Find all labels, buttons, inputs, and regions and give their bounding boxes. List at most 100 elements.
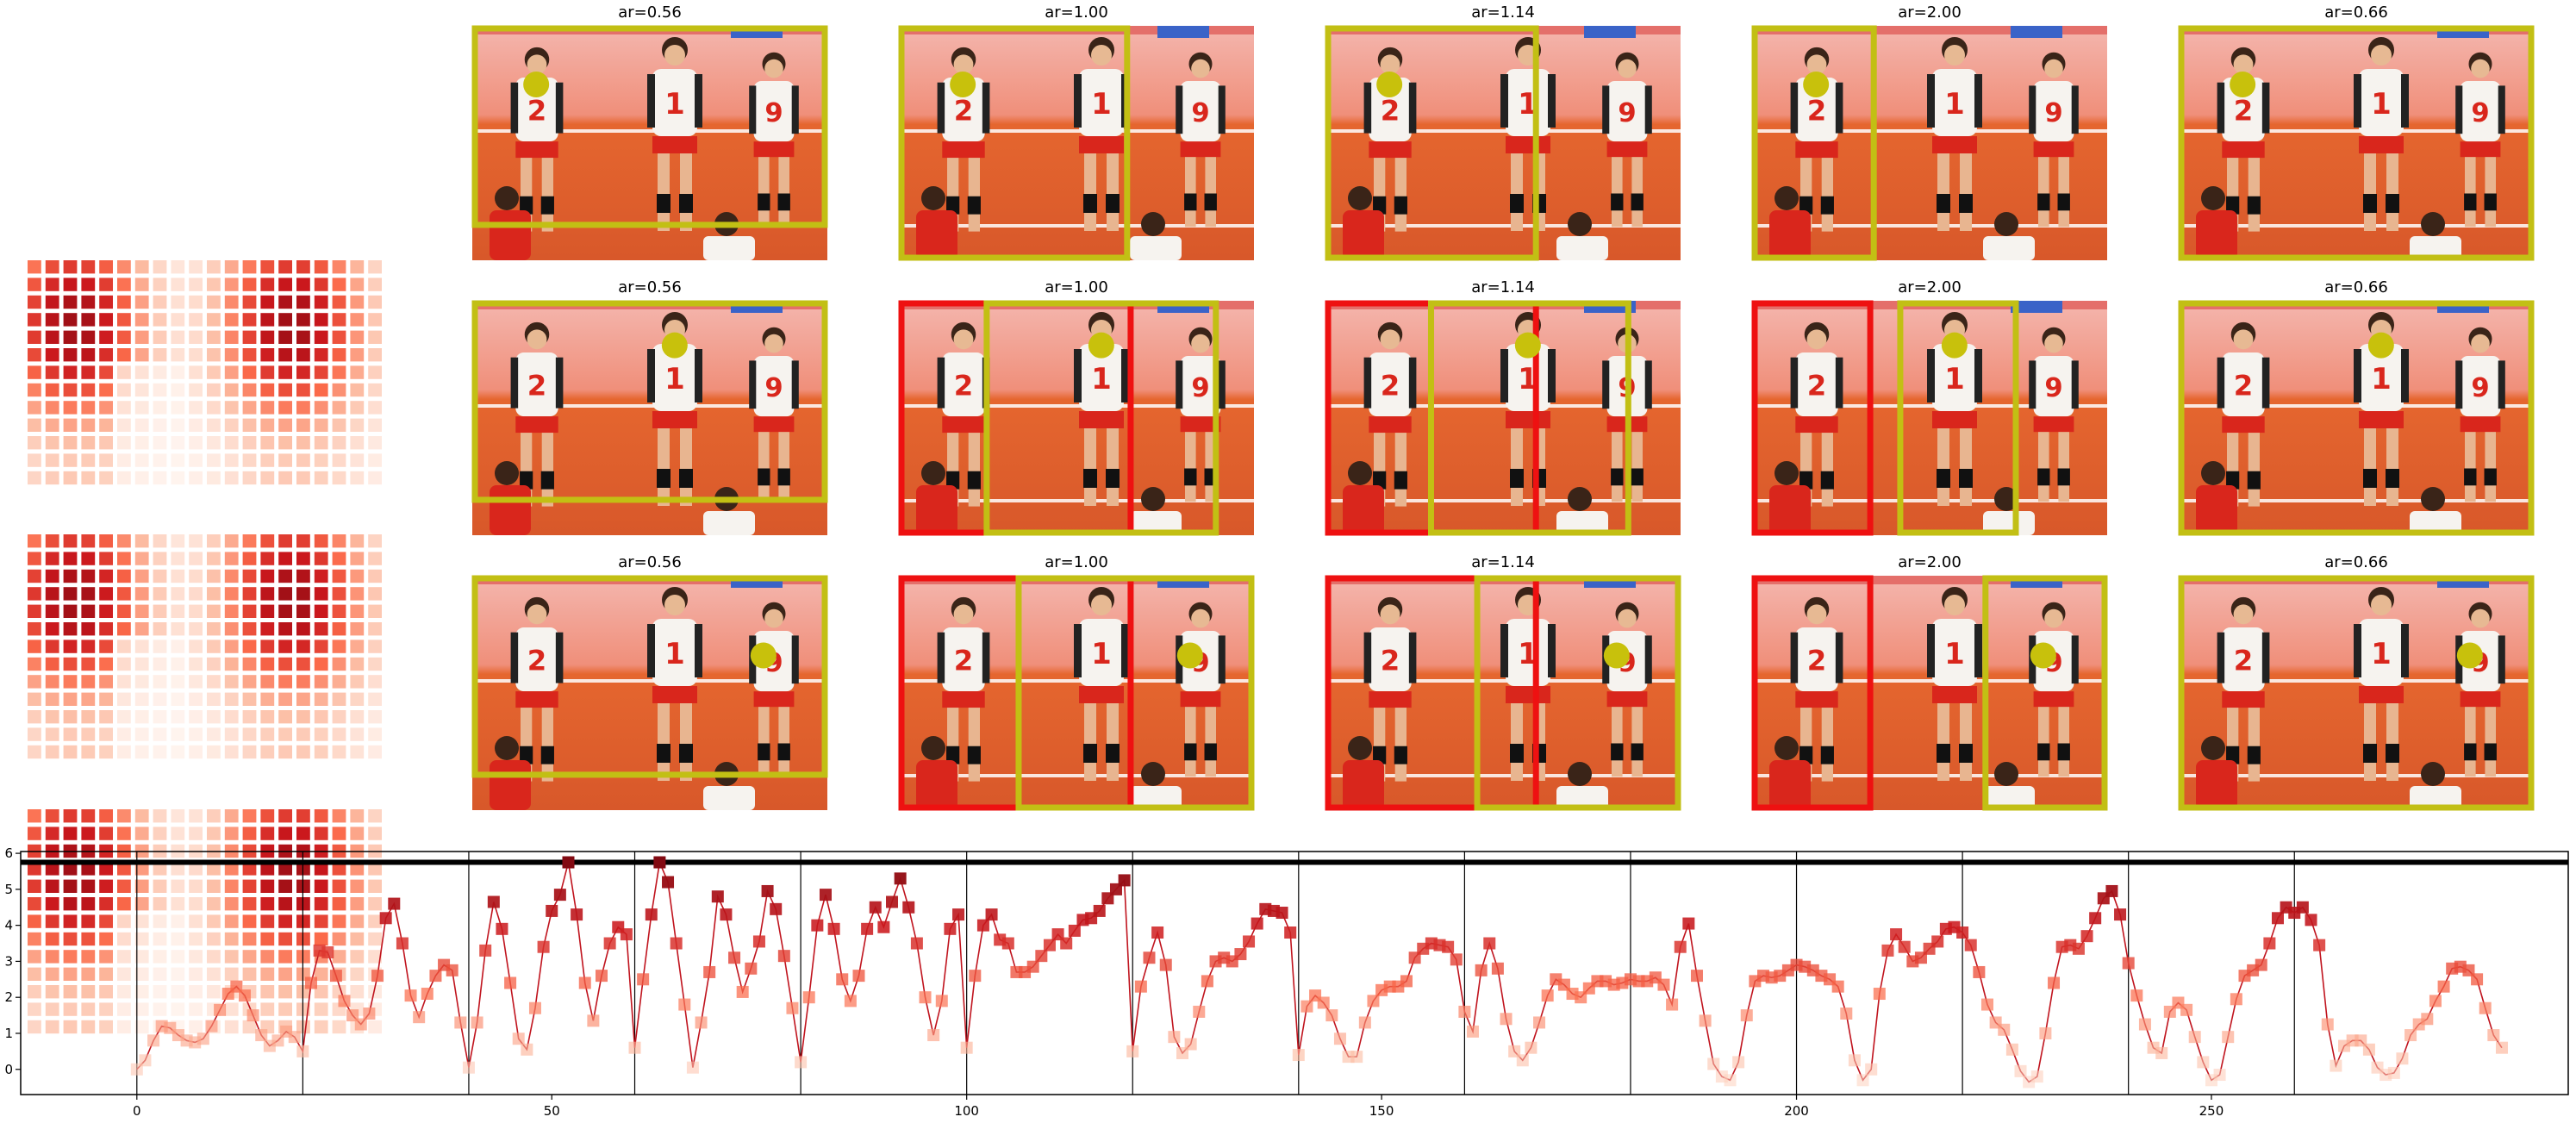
heatmap-cell bbox=[99, 622, 113, 636]
heatmap-cell bbox=[278, 914, 292, 928]
heatmap-cell bbox=[153, 295, 167, 309]
heatmap-cell bbox=[63, 985, 78, 999]
data-point bbox=[2230, 993, 2242, 1006]
data-point bbox=[388, 897, 401, 910]
heatmap-cell bbox=[278, 604, 292, 618]
heatmap-cell bbox=[153, 418, 167, 432]
heatmap-cell bbox=[314, 418, 328, 432]
data-point bbox=[1043, 939, 1056, 951]
heatmap-cell bbox=[350, 692, 365, 706]
data-point bbox=[2155, 1046, 2168, 1059]
jersey-number: 9 bbox=[2471, 373, 2489, 403]
data-point bbox=[902, 901, 915, 914]
heatmap-cell bbox=[278, 745, 292, 759]
heatmap-cell bbox=[153, 330, 167, 344]
heatmap-cell bbox=[350, 295, 365, 309]
crop-panel-r2-c4: 2 1 9 bbox=[1751, 300, 2107, 536]
data-point bbox=[1350, 1051, 1363, 1064]
heatmap-cell bbox=[207, 914, 221, 928]
heatmap-cell bbox=[332, 675, 346, 689]
y-tick-label: 3 bbox=[4, 953, 13, 969]
heatmap-cell bbox=[242, 914, 257, 928]
heatmap-cell bbox=[153, 622, 167, 636]
heatmap-cell bbox=[296, 604, 310, 618]
y-tick-label: 0 bbox=[4, 1062, 13, 1077]
heatmap-cell bbox=[350, 313, 365, 327]
heatmap-cell bbox=[117, 967, 131, 981]
heatmap-cell bbox=[224, 295, 239, 309]
heatmap-cell bbox=[296, 745, 310, 759]
data-point bbox=[1541, 989, 1554, 1002]
heatmap-cell bbox=[171, 534, 185, 548]
heatmap-cell bbox=[99, 932, 113, 946]
heatmap-cell bbox=[260, 710, 275, 724]
heatmap-cell bbox=[45, 932, 59, 946]
heatmap-cell bbox=[314, 471, 328, 485]
heatmap-cell bbox=[278, 1002, 292, 1016]
heatmap-cell bbox=[314, 365, 328, 379]
heatmap-cell bbox=[242, 453, 257, 467]
y-tick-label: 1 bbox=[4, 1026, 13, 1041]
heatmap-cell bbox=[332, 692, 346, 706]
heatmap-cell bbox=[63, 710, 78, 724]
heatmap-cell bbox=[189, 418, 203, 432]
heatmap-cell bbox=[332, 418, 346, 432]
data-point bbox=[1666, 998, 1679, 1011]
heatmap-cell bbox=[242, 552, 257, 565]
heatmap-cell bbox=[99, 692, 113, 706]
x-tick-label: 200 bbox=[1784, 1103, 1809, 1119]
heatmap-cell bbox=[99, 879, 113, 893]
data-point bbox=[1201, 975, 1213, 988]
heatmap-cell bbox=[153, 727, 167, 741]
heatmap-cell bbox=[99, 675, 113, 689]
crop-panel-r1-c1: 2 1 9 bbox=[471, 25, 828, 260]
heatmap-cell bbox=[296, 622, 310, 636]
heatmap-cell bbox=[134, 569, 149, 583]
heatmap-cell bbox=[63, 295, 78, 309]
heatmap-cell bbox=[224, 914, 239, 928]
heatmap-cell bbox=[28, 692, 41, 706]
jersey-number: 9 bbox=[1191, 373, 1209, 403]
heatmap-cell bbox=[368, 727, 382, 741]
heatmap-cell bbox=[207, 827, 221, 840]
heatmap-cell bbox=[189, 587, 203, 601]
y-tick-label: 4 bbox=[4, 918, 13, 933]
heatmap-cell bbox=[314, 862, 328, 876]
heatmap-cell bbox=[45, 313, 59, 327]
heatmap-cell bbox=[153, 471, 167, 485]
heatmap-cell bbox=[350, 260, 365, 274]
jersey-number: 2 bbox=[1381, 94, 1400, 127]
heatmap-cell bbox=[242, 436, 257, 450]
heatmap-cell bbox=[117, 295, 131, 309]
focus-point-marker bbox=[950, 72, 976, 97]
data-point bbox=[1516, 1054, 1529, 1067]
heatmap-cell bbox=[117, 260, 131, 274]
heatmap-cell bbox=[81, 330, 96, 344]
heatmap-cell bbox=[368, 604, 382, 618]
heatmap-cell bbox=[189, 436, 203, 450]
heatmap-cell bbox=[117, 932, 131, 946]
heatmap-cell bbox=[28, 932, 41, 946]
heatmap-cell bbox=[189, 862, 203, 876]
data-point bbox=[1442, 940, 1455, 953]
heatmap-cell bbox=[81, 569, 96, 583]
heatmap-cell bbox=[332, 260, 346, 274]
heatmap-cell bbox=[134, 675, 149, 689]
data-point bbox=[2396, 1052, 2409, 1065]
panel-title: ar=2.00 bbox=[1898, 278, 1962, 296]
heatmap-cell bbox=[278, 436, 292, 450]
data-point bbox=[662, 876, 675, 889]
heatmap-cell bbox=[332, 365, 346, 379]
heatmap-cell bbox=[296, 330, 310, 344]
heatmap-cell bbox=[134, 278, 149, 291]
heatmap-cell bbox=[332, 604, 346, 618]
heatmap-cell bbox=[28, 587, 41, 601]
data-point bbox=[2313, 939, 2326, 951]
heatmap-cell bbox=[332, 278, 346, 291]
data-point bbox=[2421, 1013, 2434, 1026]
data-point bbox=[487, 895, 500, 908]
heatmap-cell bbox=[296, 418, 310, 432]
heatmap-cell bbox=[368, 809, 382, 823]
heatmap-cell bbox=[368, 365, 382, 379]
